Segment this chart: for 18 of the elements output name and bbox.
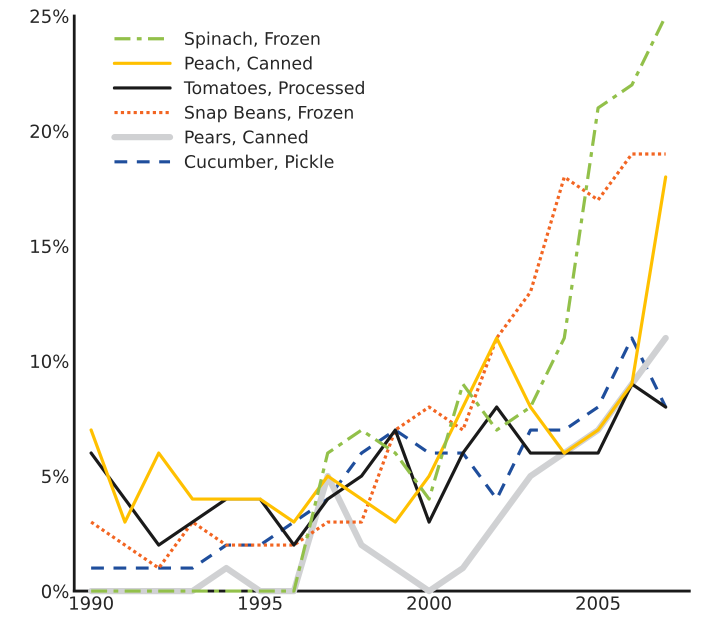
line-series <box>90 175 668 524</box>
legend-label: Spinach, Frozen <box>185 32 320 48</box>
legend-label: Pears, Canned <box>186 130 308 146</box>
legend-label: Tomatoes, Processed <box>184 80 364 96</box>
legend-label: Cucumber, Pickle <box>184 154 334 170</box>
y-tick-label: 20% <box>30 124 68 138</box>
y-tick-label: 5% <box>42 470 68 484</box>
x-tick-label: 2000 <box>407 596 451 610</box>
x-tick-label: 1995 <box>239 596 282 610</box>
legend-label: Snap Beans, Frozen <box>185 106 353 122</box>
y-tick-label: 15% <box>31 239 68 254</box>
x-tick-label: 2005 <box>576 596 620 610</box>
y-tick-label: 0% <box>42 584 68 598</box>
legend-label: Peach, Canned <box>186 56 312 72</box>
y-tick-label: 10% <box>31 354 68 368</box>
y-tick-label: 25% <box>30 9 68 24</box>
x-tick-label: 1990 <box>70 596 113 610</box>
line-series <box>90 152 668 570</box>
